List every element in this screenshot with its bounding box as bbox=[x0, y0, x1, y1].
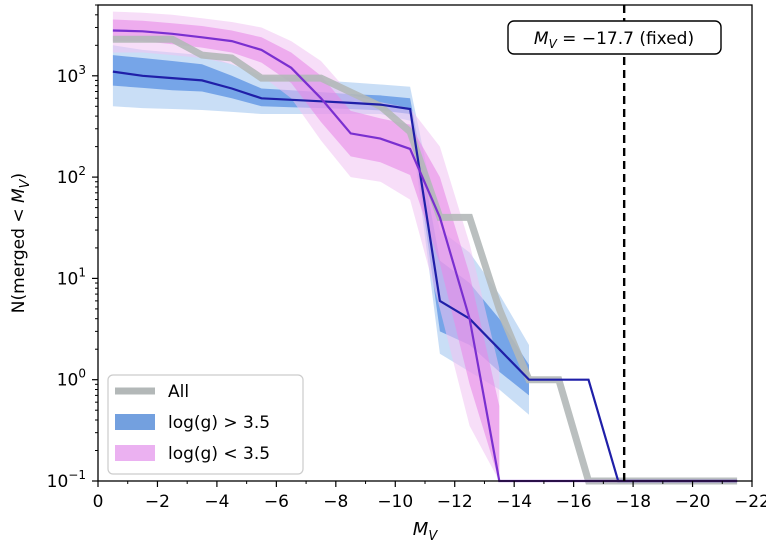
x-tick-label: −2 bbox=[145, 492, 170, 512]
legend: All log(g) > 3.5 log(g) < 3.5 bbox=[107, 374, 304, 475]
log-g-3-5-inner-band bbox=[112, 19, 500, 481]
x-tick-label: −22 bbox=[734, 492, 766, 512]
legend-swatch-log-g-3-5 bbox=[115, 445, 155, 461]
y-tick-label: 10−1 bbox=[47, 468, 86, 492]
x-tick-label: −18 bbox=[615, 492, 651, 512]
y-tick-label: 101 bbox=[57, 265, 86, 289]
x-tick-label: −16 bbox=[556, 492, 592, 512]
y-tick-label: 100 bbox=[57, 367, 86, 391]
y-tick-label: 102 bbox=[57, 164, 86, 188]
legend-swatch-log-g-3-5 bbox=[115, 414, 155, 430]
legend-label-log-g-3-5: log(g) < 3.5 bbox=[168, 444, 270, 464]
y-axis: 10−1 100 101 102 103 bbox=[47, 4, 98, 492]
fixed-magnitude-annotation: MV = −17.7 (fixed) bbox=[507, 20, 722, 55]
x-tick-label: −8 bbox=[323, 492, 348, 512]
log-g-3-5-line bbox=[112, 70, 738, 483]
x-tick-label: −20 bbox=[675, 492, 711, 512]
x-tick-label: −6 bbox=[264, 492, 289, 512]
x-tick-label: −4 bbox=[204, 492, 229, 512]
x-tick-label: −14 bbox=[496, 492, 532, 512]
x-tick-label: −10 bbox=[377, 492, 413, 512]
x-axis: 0 −2 −4 −6 −8 −10 −12 −14 −16 −18 −20 −22 bbox=[93, 481, 766, 512]
legend-label-log-g-3-5: log(g) > 3.5 bbox=[168, 413, 270, 433]
log-g-3-5-line bbox=[112, 29, 738, 483]
annotation-text: MV = −17.7 (fixed) bbox=[534, 29, 694, 51]
x-tick-label: −12 bbox=[437, 492, 473, 512]
annotation-box bbox=[507, 20, 722, 55]
y-axis-title: N(merged < MV) bbox=[9, 173, 33, 313]
legend-label-all: All bbox=[168, 382, 189, 402]
series-lines bbox=[112, 29, 738, 485]
legend-box bbox=[107, 374, 304, 475]
x-axis-title: MV bbox=[413, 519, 439, 544]
x-tick-label: 0 bbox=[93, 492, 104, 512]
axis-labels: MV N(merged < MV) bbox=[9, 173, 438, 544]
y-tick-label: 103 bbox=[57, 63, 86, 87]
